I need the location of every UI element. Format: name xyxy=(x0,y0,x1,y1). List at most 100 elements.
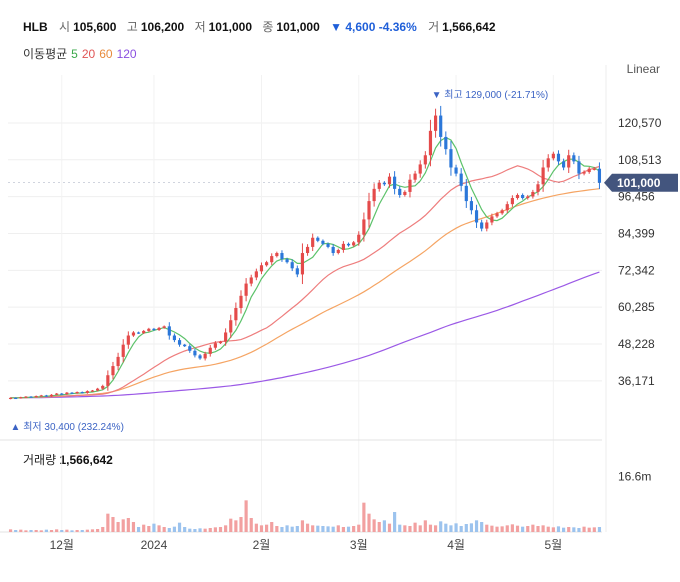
volume-bar xyxy=(352,526,356,532)
volume-bar xyxy=(480,522,484,532)
candle-body xyxy=(29,396,33,398)
volume-bar xyxy=(280,527,284,532)
volume-bar xyxy=(162,527,166,532)
candle-body xyxy=(75,392,79,394)
ma5-line xyxy=(10,136,600,399)
candle-body xyxy=(377,182,381,189)
candle-body xyxy=(224,332,228,342)
volume-bar xyxy=(357,524,361,532)
candle-body xyxy=(44,395,48,397)
volume-bar xyxy=(39,530,43,532)
candle-body xyxy=(387,176,392,185)
volume-bar xyxy=(270,522,274,532)
volume-bar xyxy=(131,522,136,532)
volume-bar xyxy=(562,527,566,532)
candle-body xyxy=(183,344,187,347)
min-price-annotation: ▲ 최저 30,400 (232.24%) xyxy=(11,421,124,433)
candle-body xyxy=(259,265,264,272)
candle-body xyxy=(34,396,38,398)
low-label: 저 xyxy=(194,20,206,34)
volume-bar xyxy=(142,524,146,532)
volume-bar xyxy=(224,525,228,532)
volume-label: 거 xyxy=(428,20,440,34)
price-tick-label: 60,285 xyxy=(618,300,655,314)
volume-bar xyxy=(172,526,177,532)
candle-body xyxy=(177,340,182,345)
volume-bar xyxy=(85,529,89,532)
volume-panel-value: 1,566,642 xyxy=(59,453,113,467)
x-axis-label: 12월 xyxy=(50,538,74,552)
price-tick-label: 120,570 xyxy=(618,116,662,130)
volume-bar xyxy=(582,526,586,532)
candle-body xyxy=(55,393,59,395)
change-value: ▼ 4,600 -4.36% xyxy=(330,20,417,34)
volume-bar xyxy=(541,525,545,532)
candle-body xyxy=(193,350,197,356)
candle-body xyxy=(19,397,23,399)
scale-toggle-button[interactable]: Linear xyxy=(626,62,660,76)
candle-body xyxy=(357,234,361,243)
price-tick-label: 108,513 xyxy=(618,153,662,167)
candle-body xyxy=(152,328,156,331)
candle-body xyxy=(126,335,130,345)
volume-bar xyxy=(147,526,151,532)
candle-body xyxy=(8,397,13,400)
candle-body xyxy=(403,191,407,195)
candle-body xyxy=(562,161,566,168)
volume-bar xyxy=(34,530,38,532)
volume-axis-label: 16.6m xyxy=(618,470,651,484)
volume-bar xyxy=(454,523,458,532)
candle-body xyxy=(234,308,238,321)
candle-body xyxy=(80,392,84,394)
price-tick-label: 72,342 xyxy=(618,263,655,277)
candle-body xyxy=(597,168,602,183)
candle-body xyxy=(408,179,412,192)
candle-body xyxy=(531,191,535,197)
volume-bar xyxy=(311,525,315,532)
ma20-line xyxy=(10,165,600,399)
close-label: 종 xyxy=(262,20,274,34)
volume-bar xyxy=(60,530,64,532)
candle-body xyxy=(316,237,320,241)
candle-body xyxy=(567,155,571,168)
candle-body xyxy=(60,393,64,395)
candle-body xyxy=(444,136,448,150)
volume-bar xyxy=(321,526,325,532)
volume-bar xyxy=(505,525,509,532)
candle-body xyxy=(49,394,54,397)
price-tick-label: 96,456 xyxy=(618,190,655,204)
candle-body xyxy=(321,240,325,244)
candle-body xyxy=(85,391,89,393)
volume-bar xyxy=(362,502,366,532)
candle-body xyxy=(556,153,561,162)
volume-bar xyxy=(449,525,453,532)
volume-bar xyxy=(126,518,130,532)
volume-bar xyxy=(531,524,535,532)
volume-bar xyxy=(536,526,540,532)
volume-value: 1,566,642 xyxy=(442,20,496,34)
volume-bar xyxy=(203,528,207,532)
low-value: 101,000 xyxy=(208,20,253,34)
candle-body xyxy=(167,326,171,336)
ma-legend[interactable]: 이동평균 5 20 60 120 xyxy=(23,45,141,62)
volume-bar xyxy=(101,527,105,532)
volume-bar xyxy=(121,519,125,532)
volume-bar xyxy=(428,524,433,532)
volume-bar xyxy=(8,529,13,532)
volume-bar xyxy=(157,525,161,532)
candle-body xyxy=(382,182,386,185)
candle-body xyxy=(106,375,110,386)
volume-bar xyxy=(444,523,448,532)
volume-bar xyxy=(331,526,335,532)
candle-body xyxy=(433,115,438,131)
candle-body xyxy=(249,277,253,284)
price-tick-label: 36,171 xyxy=(618,374,655,388)
candle-body xyxy=(485,222,489,229)
ma-legend-label: 이동평균 xyxy=(23,47,68,61)
volume-bar xyxy=(254,523,258,532)
candle-body xyxy=(101,385,105,389)
candle-body xyxy=(464,185,468,202)
volume-bar xyxy=(336,525,340,532)
candle-body xyxy=(265,262,269,266)
